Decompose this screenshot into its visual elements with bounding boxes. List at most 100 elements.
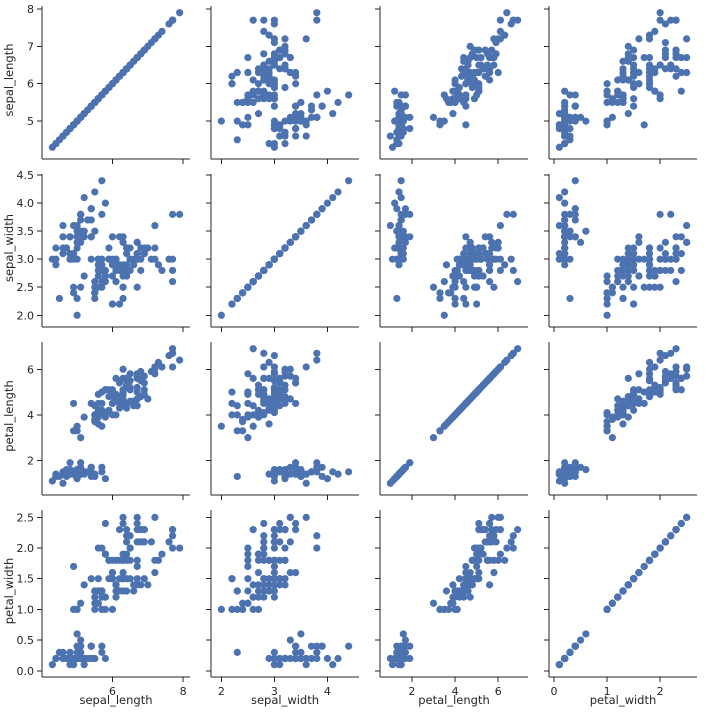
scatter-point	[151, 513, 159, 521]
scatter-point	[624, 110, 632, 118]
scatter-point	[561, 261, 569, 269]
scatter-point	[561, 238, 569, 246]
scatter-point	[624, 42, 632, 50]
scatter-point	[555, 110, 563, 118]
scatter-point	[614, 255, 622, 263]
scatter-point	[561, 227, 569, 235]
scatter-point	[683, 68, 691, 77]
scatter-point	[475, 386, 483, 394]
scatter-point	[265, 57, 273, 65]
scatter-point	[672, 250, 680, 258]
scatter-point	[485, 266, 494, 275]
scatter-point	[59, 250, 67, 258]
scatter-point	[683, 53, 691, 62]
scatter-point	[496, 513, 504, 521]
scatter-point	[281, 581, 289, 589]
scatter-point	[228, 575, 236, 583]
scatter-point	[270, 139, 278, 148]
scatter-point	[323, 654, 332, 663]
scatter-point	[270, 654, 278, 663]
scatter-point	[496, 266, 504, 275]
scatter-point	[455, 255, 463, 263]
scatter-point	[276, 581, 284, 589]
scatter-point	[453, 587, 461, 595]
scatter-point	[464, 581, 472, 589]
scatter-point	[677, 68, 685, 77]
scatter-point	[614, 395, 622, 403]
scatter-point	[466, 238, 474, 246]
scatter-point	[270, 593, 278, 601]
scatter-point	[233, 648, 241, 656]
scatter-point	[561, 98, 569, 107]
scatter-point	[249, 345, 257, 353]
scatter-point	[624, 581, 632, 589]
scatter-point	[645, 244, 654, 252]
scatter-point	[151, 35, 159, 43]
scatter-point	[457, 72, 466, 80]
scatter-point	[286, 238, 294, 246]
scatter-point	[270, 661, 278, 669]
scatter-point	[667, 266, 675, 275]
scatter-point	[77, 434, 85, 442]
scatter-point	[270, 83, 278, 92]
scatter-point	[475, 250, 483, 258]
scatter-point	[108, 261, 117, 269]
scatter-point	[105, 386, 113, 394]
scatter-point	[168, 278, 177, 286]
scatter-point	[614, 266, 622, 275]
scatter-point	[440, 422, 448, 430]
scatter-point	[286, 117, 294, 125]
scatter-point	[645, 272, 654, 280]
scatter-point	[270, 61, 278, 69]
scatter-point	[451, 278, 459, 286]
scatter-point	[468, 80, 476, 88]
scatter-point	[329, 110, 337, 118]
scatter-point	[656, 266, 664, 275]
scatter-point	[233, 294, 241, 303]
scatter-point	[73, 244, 81, 252]
scatter-point	[624, 57, 632, 65]
scatter-point	[302, 513, 310, 521]
scatter-point	[133, 255, 141, 263]
scatter-point	[656, 544, 664, 552]
scatter-point	[483, 65, 492, 73]
scatter-point	[94, 544, 102, 552]
scatter-point	[265, 654, 273, 663]
x-axis-label: petal_width	[590, 693, 657, 707]
scatter-point	[98, 255, 106, 263]
scatter-point	[406, 654, 414, 663]
scatter-point	[265, 581, 273, 589]
scatter-point	[73, 255, 81, 263]
scatter-point	[453, 266, 461, 275]
scatter-point	[507, 255, 515, 263]
scatter-point	[133, 53, 141, 62]
scatter-point	[386, 132, 394, 140]
scatter-point	[406, 642, 414, 650]
scatter-point	[630, 255, 638, 263]
scatter-point	[406, 124, 414, 133]
scatter-point	[509, 349, 517, 357]
scatter-point	[619, 261, 627, 269]
scatter-point	[481, 233, 489, 241]
scatter-point	[286, 470, 294, 478]
scatter-point	[249, 605, 257, 614]
scatter-point	[391, 199, 399, 207]
scatter-point	[645, 65, 654, 73]
scatter-point	[98, 210, 106, 218]
scatter-point	[101, 278, 109, 286]
scatter-point	[614, 272, 622, 280]
scatter-point	[651, 550, 659, 558]
y-tick-label: 4	[27, 409, 34, 422]
scatter-point	[496, 27, 504, 36]
scatter-point	[297, 472, 305, 481]
scatter-point	[635, 80, 643, 88]
scatter-point	[672, 65, 680, 73]
scatter-point	[630, 95, 638, 103]
scatter-point	[265, 404, 273, 412]
scatter-point	[276, 53, 284, 62]
scatter-point	[393, 294, 401, 303]
scatter-point	[345, 642, 353, 650]
scatter-point	[313, 356, 321, 364]
scatter-point	[603, 272, 611, 280]
scatter-point	[254, 587, 263, 595]
